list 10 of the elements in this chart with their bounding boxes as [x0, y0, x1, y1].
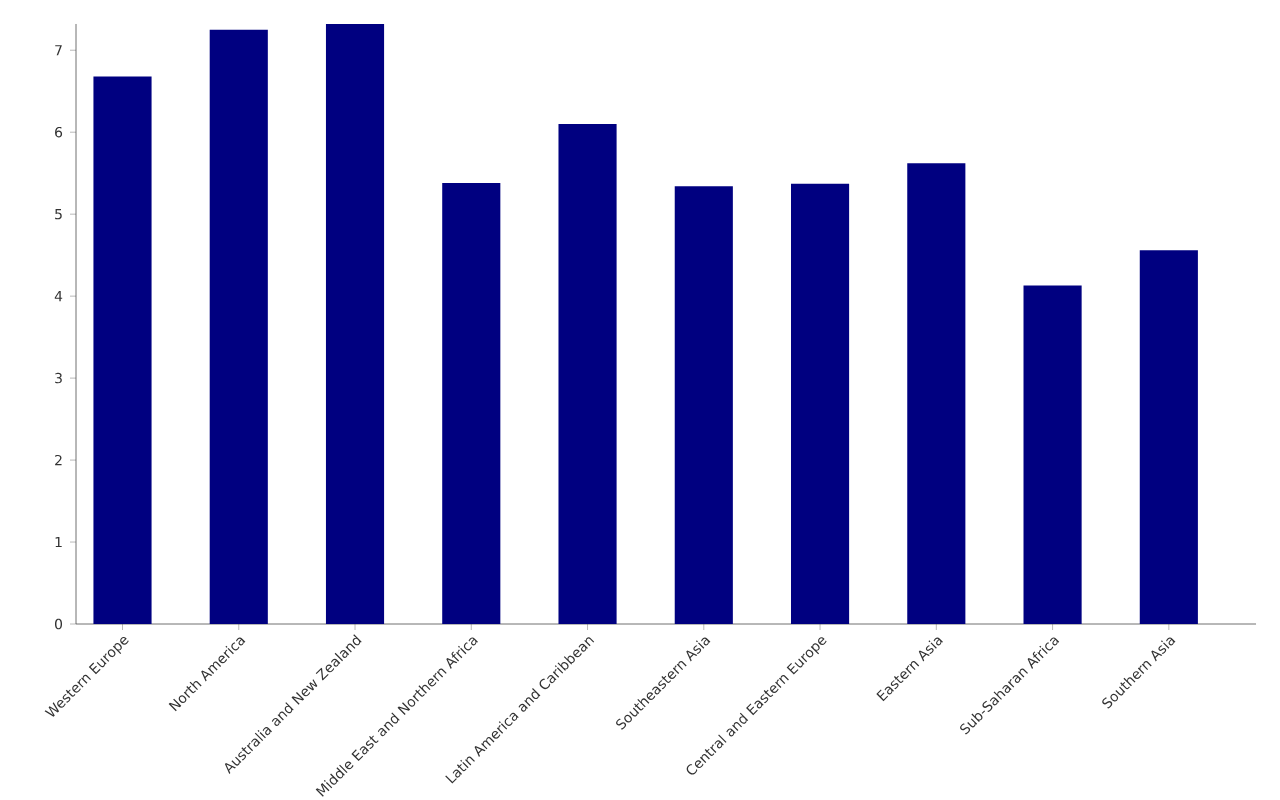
bar — [1023, 285, 1082, 624]
bar — [907, 163, 966, 624]
bar — [93, 76, 152, 624]
bar — [325, 23, 385, 624]
bar — [558, 123, 617, 624]
bar — [209, 29, 268, 624]
bar — [1139, 250, 1198, 624]
bar — [790, 183, 850, 624]
bar — [674, 186, 733, 624]
bar — [442, 183, 501, 624]
